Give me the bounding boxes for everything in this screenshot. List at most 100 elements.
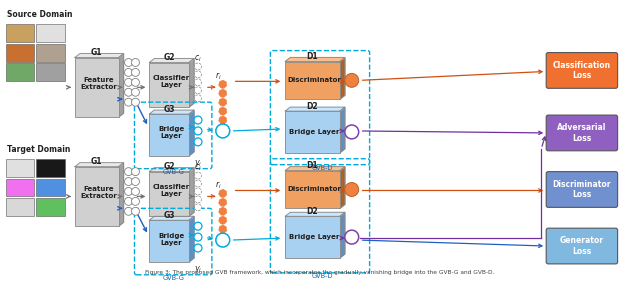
Circle shape <box>125 58 132 67</box>
Text: D1: D1 <box>307 52 318 61</box>
Text: G2: G2 <box>163 162 175 171</box>
Polygon shape <box>189 58 194 107</box>
Circle shape <box>131 207 140 215</box>
Polygon shape <box>149 110 194 114</box>
Text: Classifier
Layer: Classifier Layer <box>152 75 189 88</box>
Circle shape <box>219 107 227 115</box>
Text: Feature
Extractor: Feature Extractor <box>81 186 117 199</box>
Polygon shape <box>149 168 194 172</box>
Text: $r_i$: $r_i$ <box>214 71 221 82</box>
Text: $\gamma_i$: $\gamma_i$ <box>194 264 202 275</box>
Text: Bridge
Layer: Bridge Layer <box>158 233 184 246</box>
Text: D2: D2 <box>307 207 318 216</box>
Circle shape <box>216 124 230 138</box>
Circle shape <box>131 187 140 196</box>
Circle shape <box>195 196 202 203</box>
Polygon shape <box>285 58 345 62</box>
Circle shape <box>195 172 202 179</box>
Bar <box>6 44 35 62</box>
Polygon shape <box>189 168 194 216</box>
Bar <box>149 172 189 216</box>
Circle shape <box>219 189 227 198</box>
Text: Bridge Layer: Bridge Layer <box>289 234 340 240</box>
Text: $c_i$: $c_i$ <box>194 53 202 64</box>
Circle shape <box>195 87 202 94</box>
Circle shape <box>125 207 132 215</box>
Bar <box>6 178 35 196</box>
Circle shape <box>131 69 140 76</box>
Bar <box>36 198 65 216</box>
Polygon shape <box>340 167 345 208</box>
Circle shape <box>131 58 140 67</box>
Polygon shape <box>189 110 194 156</box>
Circle shape <box>345 183 358 196</box>
Text: Source Domain: Source Domain <box>8 10 73 19</box>
Polygon shape <box>118 163 124 226</box>
Circle shape <box>131 88 140 96</box>
Polygon shape <box>189 216 194 262</box>
Bar <box>285 111 340 153</box>
Text: Discriminator: Discriminator <box>287 77 342 83</box>
Bar <box>149 62 189 107</box>
Text: GVB-G: GVB-G <box>162 169 184 175</box>
FancyBboxPatch shape <box>546 228 618 264</box>
Bar <box>75 58 118 117</box>
Circle shape <box>131 178 140 185</box>
Circle shape <box>219 225 227 233</box>
Circle shape <box>345 73 358 87</box>
Bar <box>6 198 35 216</box>
Circle shape <box>125 168 132 176</box>
Text: Bridge
Layer: Bridge Layer <box>158 126 184 139</box>
Circle shape <box>194 116 202 124</box>
Text: Generator
Loss: Generator Loss <box>560 236 604 256</box>
Circle shape <box>216 233 230 247</box>
Circle shape <box>195 188 202 195</box>
Circle shape <box>195 204 202 211</box>
Text: Classifier
Layer: Classifier Layer <box>152 184 189 198</box>
Bar <box>6 24 35 42</box>
Circle shape <box>131 168 140 176</box>
Bar <box>285 216 340 258</box>
Text: G1: G1 <box>91 157 102 166</box>
Bar <box>36 44 65 62</box>
Bar <box>285 62 340 99</box>
Bar <box>36 24 65 42</box>
Circle shape <box>195 180 202 187</box>
Polygon shape <box>75 54 124 58</box>
Circle shape <box>195 95 202 102</box>
Bar <box>36 159 65 176</box>
Polygon shape <box>340 212 345 258</box>
Circle shape <box>194 244 202 252</box>
Circle shape <box>345 230 358 244</box>
Circle shape <box>194 233 202 241</box>
Bar <box>149 114 189 156</box>
Bar <box>36 64 65 81</box>
Polygon shape <box>149 216 194 220</box>
Polygon shape <box>149 58 194 62</box>
FancyBboxPatch shape <box>546 53 618 88</box>
Circle shape <box>125 178 132 185</box>
FancyBboxPatch shape <box>546 172 618 207</box>
Circle shape <box>131 98 140 106</box>
Circle shape <box>219 198 227 206</box>
Text: Figure 3: The proposed GVB framework, which incorporates the gradually vanishing: Figure 3: The proposed GVB framework, wh… <box>145 270 495 275</box>
Polygon shape <box>340 107 345 153</box>
Text: Bridge Layer: Bridge Layer <box>289 129 340 135</box>
Circle shape <box>131 198 140 205</box>
Circle shape <box>219 89 227 97</box>
Circle shape <box>195 63 202 70</box>
Text: $c_i$: $c_i$ <box>194 162 202 173</box>
Text: D2: D2 <box>307 102 318 111</box>
Text: Target Domain: Target Domain <box>8 145 71 154</box>
Polygon shape <box>118 54 124 117</box>
Circle shape <box>125 88 132 96</box>
Text: Discriminator: Discriminator <box>287 187 342 192</box>
Polygon shape <box>285 167 345 171</box>
Text: $\gamma_i$: $\gamma_i$ <box>194 158 202 169</box>
Polygon shape <box>285 107 345 111</box>
Circle shape <box>125 98 132 106</box>
Text: D1: D1 <box>307 161 318 170</box>
Bar <box>149 220 189 262</box>
Circle shape <box>125 187 132 196</box>
Circle shape <box>219 116 227 124</box>
